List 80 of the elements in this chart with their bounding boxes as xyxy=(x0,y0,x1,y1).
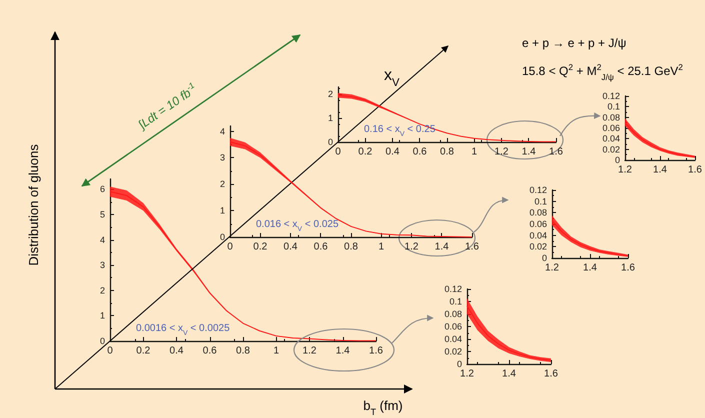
x-tick-label: 0 xyxy=(107,346,114,356)
y-tick-label: 0.12 xyxy=(602,91,620,101)
y-tick-label: 1 xyxy=(328,113,333,124)
x-tick-label: 0.8 xyxy=(440,146,454,158)
x-tick-label: 1.2 xyxy=(302,346,317,356)
y-tick-label: 3 xyxy=(220,152,225,163)
x-tick-label: 1 xyxy=(378,242,384,252)
x-tick-label: 1.2 xyxy=(494,146,509,158)
y-tick-label: 0.04 xyxy=(444,334,462,344)
x-tick-label: 0.2 xyxy=(253,242,268,252)
y-tick-label: 3 xyxy=(100,260,105,270)
x-tick-label: 1.6 xyxy=(369,346,384,356)
y-tick-label: 0.06 xyxy=(529,219,547,229)
y-tick-label: 2 xyxy=(328,89,333,100)
x-tick-label: 0.4 xyxy=(284,242,298,252)
text: 0.016 < x$_{V}$ < 0.025 xyxy=(256,219,339,232)
x-tick-label: 0.2 xyxy=(358,146,373,158)
x-tick-label: 1 xyxy=(471,146,478,158)
y-tick-label: 0.02 xyxy=(444,346,462,356)
x-tick-label: 1.4 xyxy=(522,146,536,158)
y-tick-label: 2 xyxy=(100,285,105,296)
y-tick-label: 0.12 xyxy=(444,284,462,294)
y-tick-label: 0.06 xyxy=(602,123,620,133)
x-tick-label: 0.4 xyxy=(386,146,400,158)
text: e + p → e + p + J/ψ xyxy=(522,36,626,50)
x-tick-label: 1.4 xyxy=(336,346,350,356)
y-tick-label: 0.1 xyxy=(534,196,547,206)
y-tick-label: 0 xyxy=(542,253,547,263)
x-tick-label: 1.6 xyxy=(621,262,636,274)
y-tick-label: 0 xyxy=(456,359,462,369)
x-tick-label: 0.8 xyxy=(344,242,358,252)
annotation: x$_{V}$ xyxy=(384,67,400,89)
y-tick-label: 2 xyxy=(220,179,225,190)
y-tick-label: 4 xyxy=(100,234,105,245)
x-tick-label: 0.6 xyxy=(314,242,328,252)
x-tick-label: 1.6 xyxy=(465,242,480,252)
x-axis-title: b$_{T}$ (fm) xyxy=(363,398,403,417)
y-tick-label: 0 xyxy=(220,232,225,242)
y-tick-label: 0 xyxy=(328,137,333,147)
x-tick-label: 0.6 xyxy=(202,346,218,356)
y-tick-label: 0.1 xyxy=(607,102,620,112)
x-tick-label: 1.4 xyxy=(653,164,668,176)
x-tick-label: 0.8 xyxy=(236,346,250,356)
x-tick-label: 0 xyxy=(227,242,234,252)
y-tick-label: 0.06 xyxy=(444,322,462,332)
y-tick-label: 0.04 xyxy=(602,134,620,144)
y-tick-label: 0.02 xyxy=(602,144,620,154)
y-tick-label: 0 xyxy=(614,155,620,165)
y-tick-label: 0.1 xyxy=(449,296,462,306)
text: 0.16 < x$_{V}$ < 0.25 xyxy=(364,124,436,138)
x-tick-label: 1.2 xyxy=(545,262,560,274)
x-tick-label: 1.6 xyxy=(544,368,558,380)
x-tick-label: 0.2 xyxy=(136,346,151,356)
x-tick-label: 1.6 xyxy=(688,164,702,176)
x-tick-label: 1.2 xyxy=(618,164,632,176)
y-tick-label: 0.08 xyxy=(444,309,462,319)
x-tick-label: 1 xyxy=(273,346,280,356)
x-tick-label: 1.2 xyxy=(404,242,419,252)
x-tick-label: 0.6 xyxy=(412,146,428,158)
x-tick-label: 1.2 xyxy=(460,368,474,380)
y-tick-label: 4 xyxy=(220,126,225,136)
y-tick-label: 1 xyxy=(220,206,225,216)
text: 15.8 < Q$^{2}$ + M$^{2}$$_{J/ψ}$ < 25.1 GeV$^{2}$ xyxy=(522,62,684,82)
x-tick-label: 0 xyxy=(335,146,342,158)
y-tick-label: 0.02 xyxy=(529,242,547,252)
y-tick-label: 0.12 xyxy=(529,185,547,195)
y-tick-label: 5 xyxy=(100,209,105,220)
y-tick-label: 0.04 xyxy=(529,230,547,240)
x-tick-label: 1.4 xyxy=(434,242,450,252)
y-tick-label: 0.08 xyxy=(529,208,547,218)
text: 0.0016 < x$_{V}$ < 0.0025 xyxy=(136,323,230,336)
x-tick-label: 1.4 xyxy=(583,262,598,274)
y-tick-label: 0.08 xyxy=(602,112,620,122)
y-tick-label: 1 xyxy=(100,310,105,321)
x-tick-label: 1.4 xyxy=(502,368,516,380)
y-tick-label: 6 xyxy=(100,184,105,194)
y-axis-title: Distribution of gluons xyxy=(26,144,41,266)
y-tick-label: 0 xyxy=(100,336,105,346)
x-tick-label: 0.4 xyxy=(170,346,184,356)
x-tick-label: 1.6 xyxy=(549,146,564,158)
